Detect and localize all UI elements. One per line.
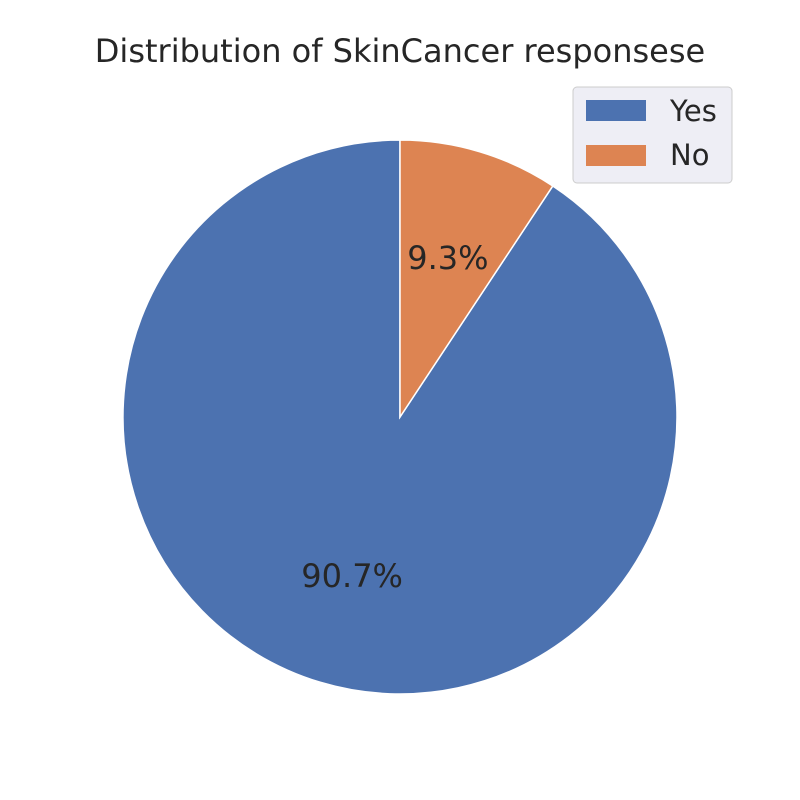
legend-swatch-yes bbox=[586, 100, 646, 121]
pie-label-no: 9.3% bbox=[407, 239, 488, 277]
pie-slice-labels: 90.7% 9.3% bbox=[301, 239, 488, 595]
chart-title: Distribution of SkinCancer responsese bbox=[95, 32, 705, 70]
legend-swatch-no bbox=[586, 145, 646, 166]
legend: Yes No bbox=[572, 86, 733, 184]
legend-label-yes: Yes bbox=[669, 94, 717, 128]
pie-slices bbox=[122, 139, 678, 695]
pie-slice-no bbox=[399, 139, 554, 420]
legend-label-no: No bbox=[670, 138, 709, 172]
pie-label-yes: 90.7% bbox=[301, 557, 403, 595]
